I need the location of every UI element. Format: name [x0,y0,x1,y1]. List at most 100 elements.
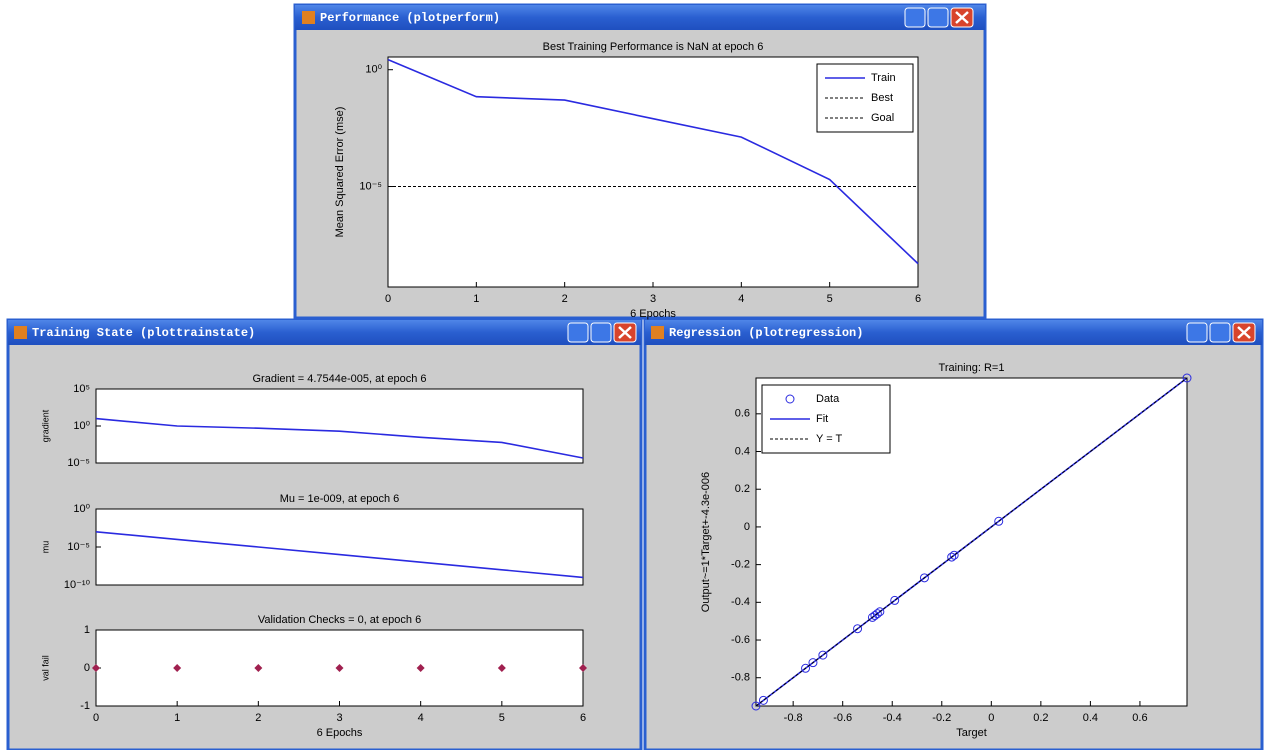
x-tick-label: 4 [738,293,744,305]
data-point [808,658,818,668]
legend-label: Best [871,92,893,104]
x-tick-label: -0.4 [883,712,902,724]
x-tick-label: 5 [827,293,833,305]
chart-title: Validation Checks = 0, at epoch 6 [258,614,421,626]
minimize-button[interactable] [1186,322,1208,343]
y-tick-label: -0.2 [731,559,750,571]
y-tick-label: 0 [744,521,750,533]
x-axis-label: 6 Epochs [630,308,676,320]
data-point [853,624,863,634]
app-icon [651,326,664,339]
title-bar [8,320,641,345]
x-tick-label: 0 [988,712,994,724]
app-icon [302,11,315,24]
series-line [387,58,919,265]
data-point [947,552,957,562]
minimize-button[interactable] [567,322,589,343]
legend-label: Train [871,72,896,84]
data-point [818,650,828,660]
x-tick-label: -0.8 [784,712,803,724]
chart-title: Gradient = 4.7544e-005, at epoch 6 [253,373,427,385]
y-tick-label: -0.6 [731,634,750,646]
y-axis-label: mu [40,541,50,554]
x-tick-label: 0 [385,293,391,305]
x-tick-label: 0.4 [1083,712,1098,724]
y-axis-label: val fail [40,655,50,681]
maximize-button[interactable] [590,322,612,343]
x-tick-label: 0.2 [1033,712,1048,724]
x-axis-label: Target [956,727,987,739]
data-point [949,550,959,560]
legend-swatch [785,394,795,404]
y-tick-label: 10⁰ [365,64,382,76]
data-point [890,595,900,605]
y-tick-label: -0.4 [731,596,750,608]
chart-title: Mu = 1e-009, at epoch 6 [280,493,400,505]
x-tick-label: 3 [336,712,342,724]
window-title: Regression (plotregression) [669,326,863,340]
x-tick-label: 5 [499,712,505,724]
data-point [416,664,425,672]
data-point [751,701,761,711]
close-icon [618,326,632,339]
close-icon [955,11,969,24]
y-tick-label: 10⁵ [73,383,90,395]
data-point [173,664,182,672]
y-axis-label: gradient [40,409,50,442]
chart-title: Training: R=1 [939,362,1005,374]
x-tick-label: -0.6 [833,712,852,724]
data-point [758,695,768,705]
x-tick-label: 6 [915,293,921,305]
y-axis-label: Mean Squared Error (mse) [334,107,346,238]
y-tick-label: 10⁰ [73,420,90,432]
x-tick-label: 2 [255,712,261,724]
legend-box [816,63,914,133]
x-tick-label: 0 [93,712,99,724]
data-point [579,664,587,672]
data-point [335,664,344,672]
data-point [92,664,100,672]
x-tick-label: 0.6 [1132,712,1147,724]
minimize-button[interactable] [904,7,926,28]
legend-label: Goal [871,112,894,124]
y-tick-label: 10⁻⁵ [67,541,90,553]
maximize-button[interactable] [1209,322,1231,343]
data-point [919,573,929,583]
series-line [95,531,584,579]
x-tick-label: 3 [650,293,656,305]
data-point [994,516,1004,526]
series-line [755,377,1188,707]
x-axis-label: 6 Epochs [317,727,363,739]
x-tick-label: 1 [473,293,479,305]
close-icon [1237,326,1251,339]
window-title: Performance (plotperform) [320,11,500,25]
x-tick-label: 1 [174,712,180,724]
y-tick-label: -1 [80,700,90,712]
data-point [801,663,811,673]
y-tick-label: 0.6 [735,408,750,420]
x-tick-label: 4 [418,712,424,724]
y-tick-label: 10⁻⁵ [67,457,90,469]
y-axis-label: Output~=1*Target+-4.3e-006 [700,472,712,612]
y-tick-label: 1 [84,624,90,636]
x-tick-label: -0.2 [932,712,951,724]
data-point [254,664,263,672]
y-tick-label: 10⁻¹⁰ [64,579,91,591]
title-bar [295,5,985,30]
legend-label: Y = T [816,433,842,445]
y-tick-label: 0 [84,662,90,674]
legend-label: Data [816,393,840,405]
app-icon [14,326,27,339]
data-point [497,664,506,672]
data-point [1182,373,1192,383]
x-tick-label: 6 [580,712,586,724]
y-tick-label: -0.8 [731,672,750,684]
legend-label: Fit [816,413,828,425]
data-point [875,607,885,617]
maximize-button[interactable] [927,7,949,28]
title-bar [645,320,1262,345]
y-tick-label: 0.2 [735,483,750,495]
window-title: Training State (plottrainstate) [32,326,255,340]
data-point [872,609,882,619]
